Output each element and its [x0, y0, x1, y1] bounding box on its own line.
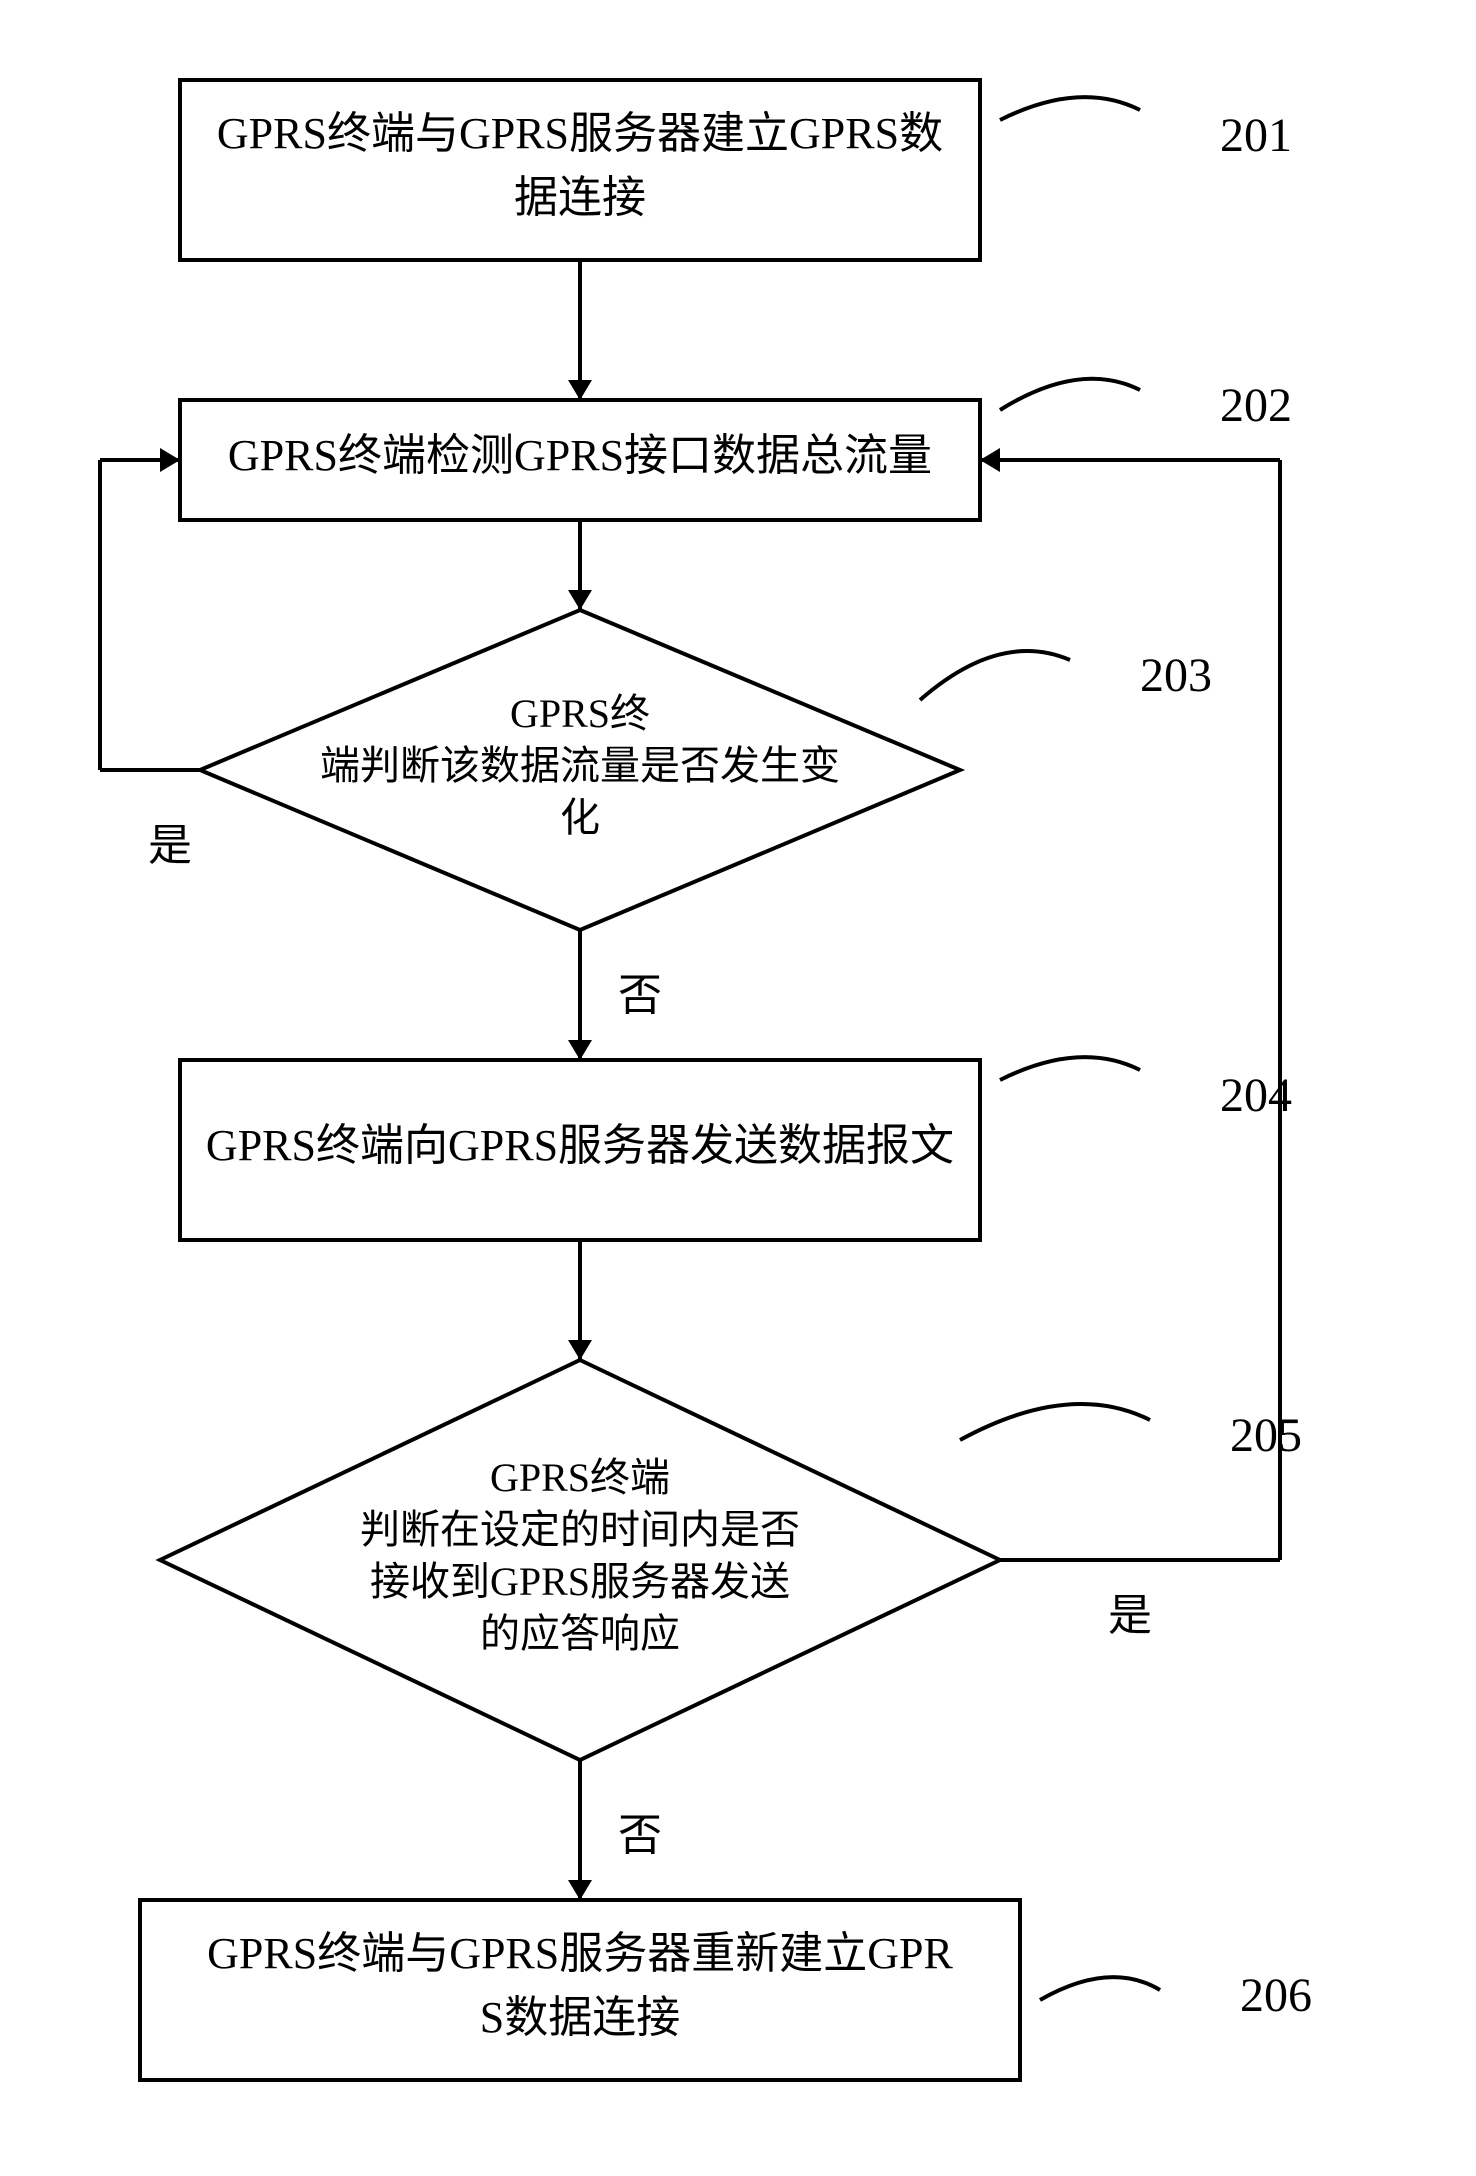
node-text-n202: GPRS终端检测GPRS接口数据总流量	[228, 431, 932, 480]
leader-n205	[960, 1404, 1150, 1440]
leader-n201	[1000, 97, 1140, 120]
leader-n203	[920, 651, 1070, 700]
leader-n206	[1040, 1977, 1160, 2000]
label-n203: 203	[1140, 649, 1212, 702]
edge-label-e4_no: 否	[618, 971, 662, 1020]
node-text-n206: GPRS终端与GPRS服务器重新建立GPRS数据连接	[207, 1929, 953, 2042]
node-text-n201: GPRS终端与GPRS服务器建立GPRS数据连接	[217, 109, 943, 222]
node-n201: 201	[180, 80, 1292, 260]
node-text-n205: GPRS终端判断在设定的时间内是否接收到GPRS服务器发送的应答响应	[360, 1455, 800, 1656]
label-n202: 202	[1220, 379, 1292, 432]
node-text-n204: GPRS终端向GPRS服务器发送数据报文	[206, 1121, 954, 1170]
edge-label-e6_yes_loop: 是	[1108, 1591, 1152, 1640]
leader-n204	[1000, 1057, 1140, 1080]
edge-label-e3_yes_loop: 是	[148, 821, 192, 870]
edge-e4_no: 否	[580, 930, 662, 1060]
edge-label-e7_no: 否	[618, 1811, 662, 1860]
edge-e6_yes_loop: 是	[980, 460, 1280, 1640]
edge-e7_no: 否	[580, 1760, 662, 1900]
label-n201: 201	[1220, 109, 1292, 162]
node-n206: 206	[140, 1900, 1312, 2080]
node-text-n203: GPRS终端判断该数据流量是否发生变化	[320, 691, 840, 840]
leader-n202	[1000, 379, 1140, 410]
label-n206: 206	[1240, 1969, 1312, 2022]
label-n205: 205	[1230, 1409, 1302, 1462]
